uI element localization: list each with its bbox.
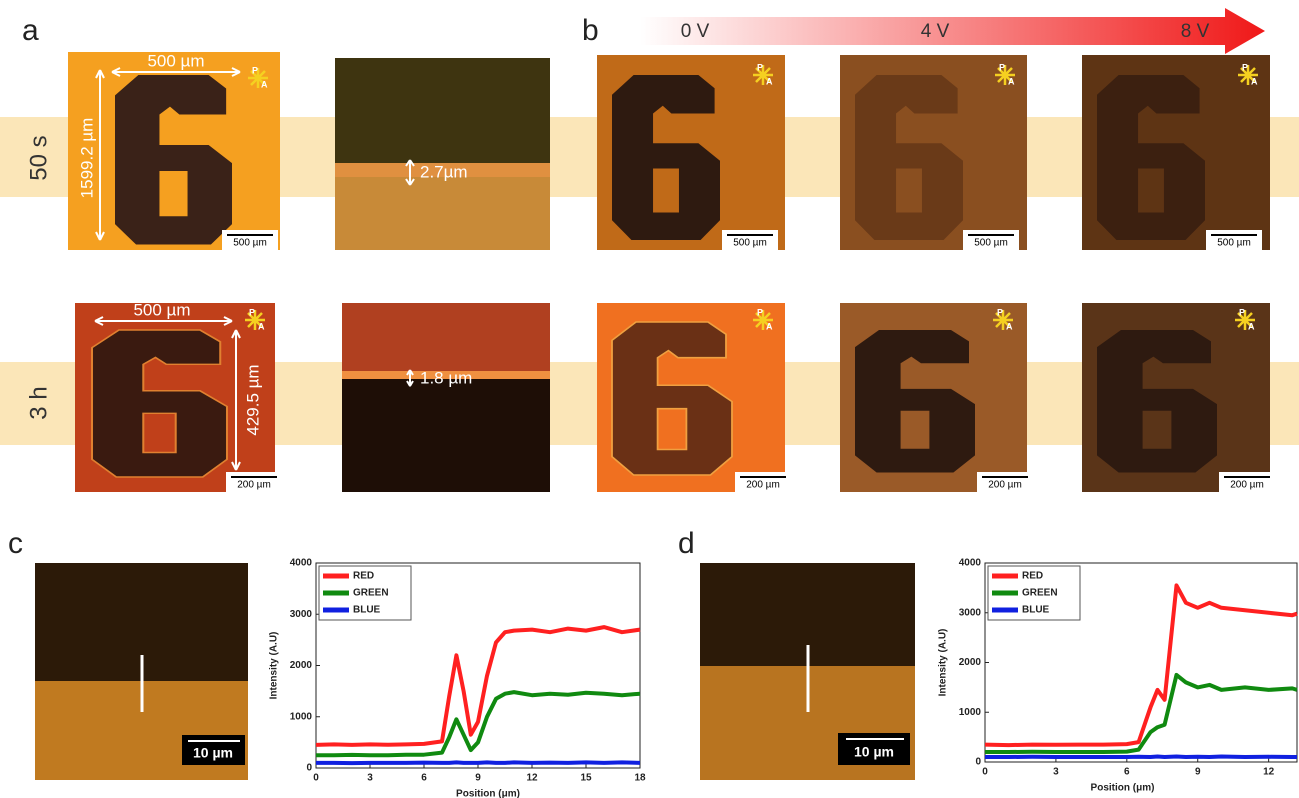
polarizer-label: P: [1239, 307, 1245, 317]
polarizer-label: P: [997, 307, 1003, 317]
polarizer-label: P: [249, 307, 255, 317]
voltage-arrow: [640, 8, 1265, 54]
y-tick-label: 4000: [290, 558, 313, 569]
polarizer-label: A: [766, 321, 773, 331]
x-tick-label: 9: [1195, 767, 1201, 778]
voltage-label: 0 V: [681, 21, 710, 42]
x-tick-label: 15: [580, 773, 592, 784]
row-label: 50 s: [25, 135, 52, 180]
scale-bar-label: 200 µm: [988, 480, 1022, 491]
micrograph: [1082, 55, 1270, 250]
legend-label: RED: [353, 571, 374, 582]
voltage-label: 8 V: [1181, 21, 1210, 42]
polarizer-label: P: [1242, 62, 1248, 72]
dimension-label: 500 µm: [147, 51, 204, 70]
y-axis-label: Intensity (A.U): [938, 629, 949, 697]
polarizer-label: P: [757, 307, 763, 317]
x-tick-label: 6: [1124, 767, 1130, 778]
y-tick-label: 2000: [290, 660, 313, 671]
panel-label: c: [8, 527, 23, 560]
x-tick-label: 12: [526, 773, 538, 784]
micrograph: [597, 55, 785, 250]
x-axis-label: Position (μm): [1091, 783, 1155, 794]
series-line: [985, 757, 1297, 758]
panel-label: d: [678, 527, 695, 560]
x-tick-label: 0: [982, 767, 988, 778]
panel-label: a: [22, 14, 39, 47]
scale-bar-label: 500 µm: [733, 238, 767, 249]
x-tick-label: 0: [313, 773, 319, 784]
polarizer-label: A: [766, 76, 773, 86]
dimension-label: 1599.2 µm: [77, 118, 96, 199]
panel-label: b: [582, 14, 599, 47]
y-axis-label: Intensity (A.U): [269, 632, 280, 700]
scale-bar-label: 200 µm: [746, 480, 780, 491]
polarizer-label: P: [252, 65, 258, 75]
micrograph: [342, 303, 550, 492]
micrograph: [335, 58, 550, 250]
micrograph: [597, 303, 785, 492]
polarizer-label: A: [258, 321, 265, 331]
micrograph: [840, 55, 1027, 250]
series-line: [316, 762, 640, 763]
voltage-label: 4 V: [921, 21, 950, 42]
polarizer-label: A: [1008, 76, 1015, 86]
legend-label: BLUE: [1022, 605, 1050, 616]
x-tick-label: 3: [367, 773, 373, 784]
micrograph: [1082, 303, 1270, 492]
thickness-label: 1.8 µm: [420, 368, 472, 387]
x-tick-label: 12: [1263, 767, 1275, 778]
y-tick-label: 1000: [959, 707, 982, 718]
micrograph: [840, 303, 1027, 492]
y-tick-label: 0: [306, 763, 312, 774]
x-tick-label: 9: [475, 773, 481, 784]
polarizer-label: A: [1006, 321, 1013, 331]
y-tick-label: 4000: [959, 558, 982, 569]
polarizer-label: P: [999, 62, 1005, 72]
legend-label: BLUE: [353, 605, 381, 616]
x-tick-label: 3: [1053, 767, 1059, 778]
scale-bar-label: 200 µm: [1230, 480, 1264, 491]
polarizer-label: P: [757, 62, 763, 72]
thickness-label: 2.7µm: [420, 162, 468, 181]
dimension-label: 500 µm: [133, 300, 190, 319]
polarizer-label: A: [261, 79, 268, 89]
x-tick-label: 6: [421, 773, 427, 784]
y-tick-label: 0: [975, 757, 981, 768]
scale-bar-label: 10 µm: [193, 745, 233, 761]
dimension-label: 429.5 µm: [243, 364, 262, 435]
series-line: [316, 627, 640, 745]
micrograph: [68, 52, 280, 250]
polarizer-label: A: [1251, 76, 1258, 86]
y-tick-label: 3000: [290, 609, 313, 620]
scale-bar-label: 500 µm: [1217, 238, 1251, 249]
y-tick-label: 3000: [959, 607, 982, 618]
y-tick-label: 2000: [959, 657, 982, 668]
legend-label: RED: [1022, 571, 1043, 582]
scale-bar-label: 500 µm: [233, 238, 267, 249]
scale-bar-label: 500 µm: [974, 238, 1008, 249]
figure: a b c d 50 s 3 h 0 V 4 V 8 V 500 µm 1599…: [0, 0, 1299, 798]
legend-label: GREEN: [353, 588, 389, 599]
row-label: 3 h: [25, 386, 52, 419]
polarizer-label: A: [1248, 321, 1255, 331]
scale-bar-label: 10 µm: [854, 744, 894, 760]
x-tick-label: 18: [634, 773, 646, 784]
y-tick-label: 1000: [290, 711, 313, 722]
scale-bar-label: 200 µm: [237, 480, 271, 491]
x-axis-label: Position (μm): [456, 789, 520, 798]
legend-label: GREEN: [1022, 588, 1058, 599]
